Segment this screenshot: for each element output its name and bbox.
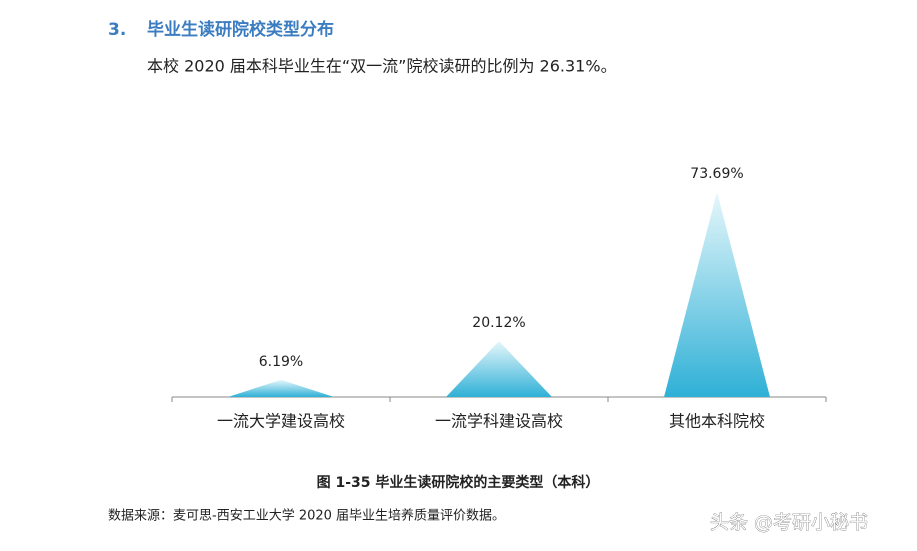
category-label: 其他本科院校	[669, 412, 765, 431]
category-label: 一流大学建设高校	[217, 412, 345, 431]
paragraph: 本校 2020 届本科毕业生在“双一流”院校读研的比例为 26.31%。	[147, 57, 617, 76]
pyramid	[446, 341, 552, 397]
value-label: 20.12%	[472, 315, 525, 331]
pyramid	[664, 192, 770, 397]
source: 数据来源：麦可思-西安工业大学 2020 届毕业生培养质量评价数据。	[108, 508, 505, 524]
section-number: 3.	[108, 20, 126, 40]
value-label: 73.69%	[690, 166, 743, 182]
chart: 6.19% 一流大学建设高校 20.12% 一流学科建设高校 73.69% 其他本科院校	[171, 166, 827, 431]
pyramid	[228, 379, 334, 397]
section-title: 毕业生读研院校类型分布	[147, 19, 334, 40]
caption: 图 1-35 毕业生读研院校的主要类型（本科）	[317, 474, 600, 491]
value-label: 6.19%	[259, 354, 303, 370]
watermark: 头条 @考研小秘书	[710, 512, 868, 534]
category-label: 一流学科建设高校	[435, 412, 563, 431]
